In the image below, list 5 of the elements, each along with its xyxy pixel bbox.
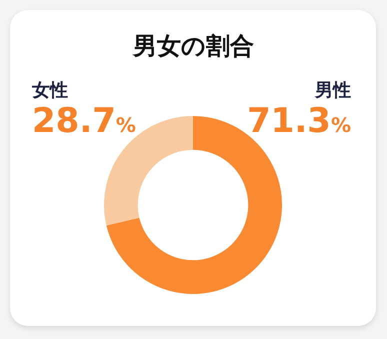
data-label: 28.7%	[32, 101, 136, 141]
slice-label: 男性	[314, 79, 351, 102]
chart-title: 男女の割合	[132, 31, 255, 62]
data-label: 71.3%	[247, 101, 351, 141]
slice-label: 女性	[32, 79, 69, 102]
